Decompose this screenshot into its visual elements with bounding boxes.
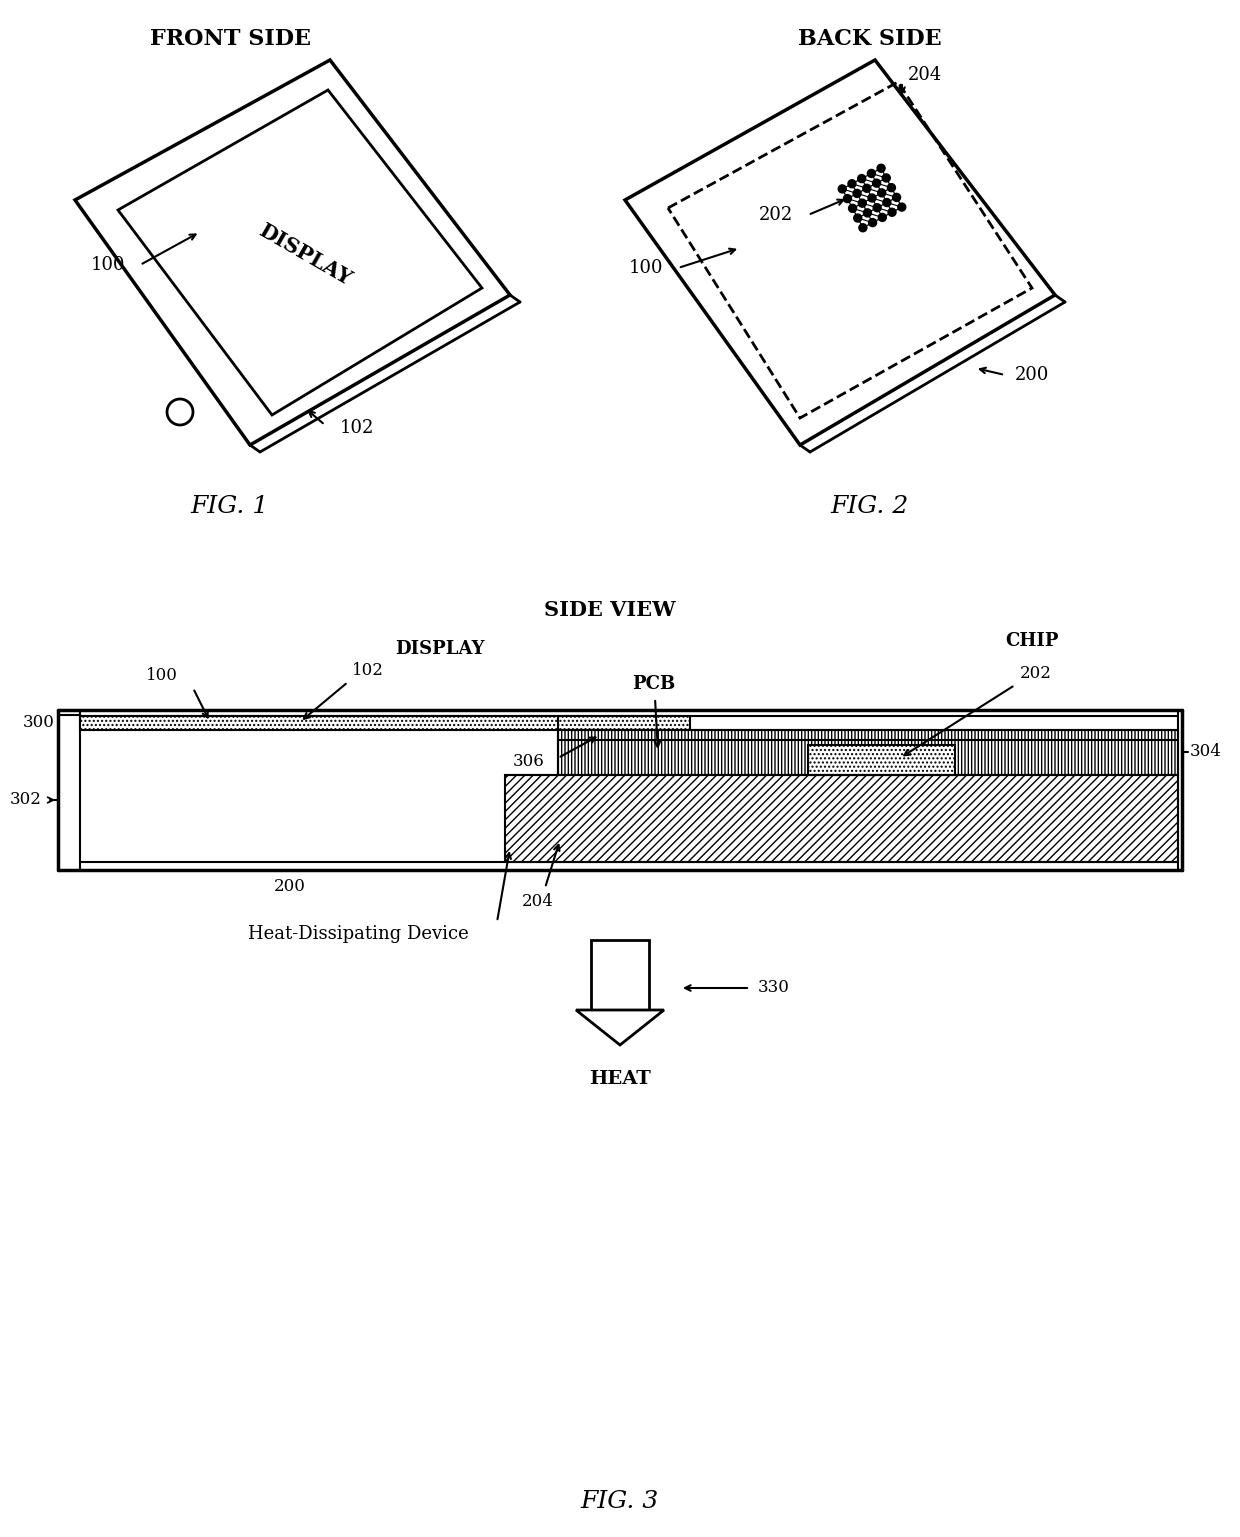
Circle shape [873, 204, 882, 212]
Circle shape [868, 169, 875, 177]
Bar [808, 745, 955, 775]
Text: SIDE VIEW: SIDE VIEW [544, 599, 676, 619]
Circle shape [863, 184, 870, 192]
Text: DISPLAY: DISPLAY [255, 220, 355, 289]
Text: 102: 102 [340, 420, 374, 437]
Circle shape [853, 189, 861, 197]
Text: 102: 102 [352, 662, 384, 679]
Circle shape [838, 184, 846, 194]
Text: BACK SIDE: BACK SIDE [799, 28, 942, 51]
Circle shape [848, 180, 856, 188]
Text: 200: 200 [274, 878, 306, 895]
Text: 202: 202 [1021, 666, 1052, 682]
Text: FIG. 2: FIG. 2 [831, 495, 909, 518]
Text: 200: 200 [1016, 366, 1049, 384]
Circle shape [858, 200, 867, 207]
Text: FIG. 1: FIG. 1 [191, 495, 269, 518]
Text: 330: 330 [758, 979, 790, 996]
Circle shape [883, 198, 890, 206]
Text: 100: 100 [629, 260, 663, 277]
Text: HEAT: HEAT [589, 1070, 651, 1088]
Text: 204: 204 [908, 66, 942, 85]
Text: 100: 100 [146, 667, 179, 684]
Circle shape [843, 195, 852, 203]
Text: 306: 306 [513, 753, 546, 770]
Polygon shape [577, 1010, 663, 1045]
Circle shape [868, 218, 877, 226]
Circle shape [893, 194, 900, 201]
Text: DISPLAY: DISPLAY [396, 639, 485, 658]
Bar [591, 941, 649, 1010]
Bar [505, 775, 1178, 862]
Text: 300: 300 [24, 715, 55, 732]
Circle shape [898, 203, 905, 211]
Text: 202: 202 [759, 206, 794, 224]
Circle shape [859, 224, 867, 232]
Circle shape [878, 189, 885, 197]
Text: PCB: PCB [632, 675, 676, 693]
Text: 302: 302 [10, 792, 42, 808]
Circle shape [888, 207, 897, 217]
Circle shape [877, 164, 885, 172]
Text: CHIP: CHIP [1004, 632, 1059, 650]
Circle shape [868, 194, 875, 201]
Text: FRONT SIDE: FRONT SIDE [150, 28, 310, 51]
Circle shape [878, 214, 887, 221]
Bar [81, 716, 689, 730]
Circle shape [873, 180, 880, 188]
Circle shape [888, 184, 895, 192]
Text: Heat-Dissipating Device: Heat-Dissipating Device [248, 925, 469, 944]
Text: 304: 304 [1190, 744, 1221, 761]
Circle shape [863, 209, 872, 217]
Circle shape [848, 204, 857, 212]
Circle shape [858, 175, 866, 183]
Bar [558, 730, 1178, 775]
Text: 100: 100 [91, 257, 125, 274]
Text: FIG. 3: FIG. 3 [580, 1489, 660, 1512]
Circle shape [853, 214, 862, 221]
Circle shape [883, 174, 890, 181]
Text: 204: 204 [522, 893, 554, 910]
